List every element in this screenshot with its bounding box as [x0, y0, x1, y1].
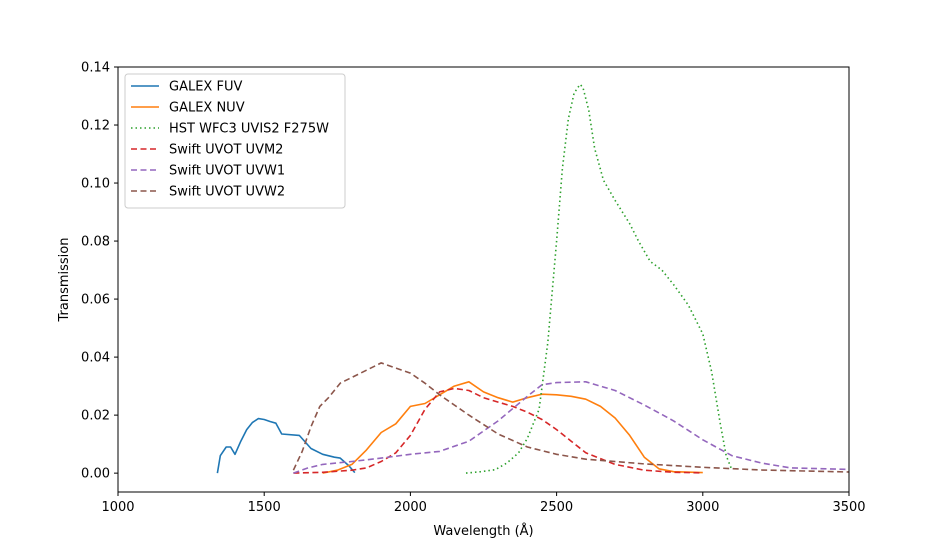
- y-tick-label: 0.14: [81, 61, 110, 76]
- x-tick-label: 3000: [686, 500, 719, 515]
- y-tick-label: 0.00: [81, 467, 110, 482]
- legend-label-2: HST WFC3 UVIS2 F275W: [169, 122, 329, 137]
- y-tick-label: 0.12: [81, 119, 110, 134]
- x-tick-label: 1500: [248, 500, 281, 515]
- series-line-3: [293, 387, 703, 474]
- ticks-layer: 1000 1500 2000 2500 3000 3500 0.00 0.02 0.04 0.06…: [81, 61, 866, 516]
- y-tick-label: 0.02: [81, 409, 110, 424]
- y-tick-label: 0.08: [81, 235, 110, 250]
- legend-box: [124, 73, 346, 209]
- x-tick-label: 2500: [540, 500, 573, 515]
- axes-frame: [117, 66, 850, 493]
- y-tick-label: 0.06: [81, 293, 110, 308]
- series-layer: [216, 83, 850, 474]
- x-tick-label: 3500: [832, 500, 865, 515]
- legend-label-5: Swift UVOT UVW2: [169, 185, 285, 200]
- x-tick-label: 2000: [394, 500, 427, 515]
- legend: GALEX FUV GALEX NUV HST WFC3 UVIS2 F275W Sw…: [124, 73, 346, 209]
- legend-label-1: GALEX NUV: [169, 101, 245, 116]
- legend-label-4: Swift UVOT UVW1: [169, 164, 285, 179]
- y-axis-label: Transmission: [57, 238, 72, 323]
- y-tick-label: 0.04: [81, 351, 110, 366]
- series-line-4: [293, 380, 850, 474]
- x-tick-label: 1000: [101, 500, 134, 515]
- legend-label-3: Swift UVOT UVM2: [169, 143, 283, 158]
- legend-label-0: GALEX FUV: [169, 80, 242, 95]
- y-tick-label: 0.10: [81, 177, 110, 192]
- series-line-1: [322, 380, 703, 474]
- series-line-0: [216, 417, 356, 474]
- x-axis-label: Wavelength (Å): [433, 523, 533, 539]
- series-line-2: [465, 83, 733, 474]
- series-line-5: [292, 362, 850, 473]
